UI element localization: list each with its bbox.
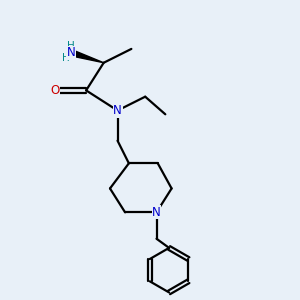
Text: N: N	[152, 206, 161, 219]
Text: O: O	[50, 84, 59, 97]
Text: H: H	[67, 41, 75, 51]
Text: N: N	[113, 104, 122, 117]
Polygon shape	[70, 50, 104, 63]
Text: H: H	[62, 53, 70, 63]
Text: N: N	[67, 46, 75, 59]
